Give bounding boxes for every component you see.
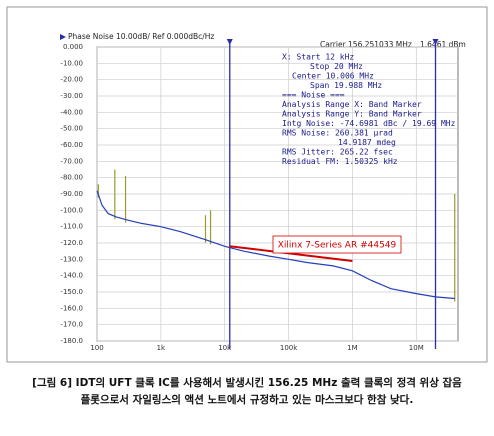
y-tick-label: -160.0	[60, 304, 83, 312]
y-tick-label: -130.0	[60, 255, 83, 263]
y-tick-label: -100.0	[60, 206, 83, 214]
carrier: Carrier 156.251033 MHz	[320, 40, 412, 49]
mask-line	[229, 245, 353, 262]
title-icon	[60, 34, 66, 40]
y-tick-label: -10.00	[60, 59, 83, 67]
info-line: X: Start 12 kHz	[282, 53, 354, 62]
info-line: RMS Jitter: 265.22 fsec	[282, 148, 393, 157]
y-tick-label: 0.000	[63, 43, 83, 51]
y-tick-label: -140.0	[60, 272, 83, 280]
y-tick-label: -90.00	[60, 190, 83, 198]
x-tick-label: 1k	[157, 344, 166, 352]
y-tick-label: -80.00	[60, 174, 83, 182]
y-tick-label: -60.00	[60, 141, 83, 149]
info-line: Intg Noise: -74.6981 dBc / 19.69 MHz	[282, 119, 456, 128]
annotation-text: Xilinx 7-Series AR #44549	[278, 241, 397, 251]
info-line: Analysis Range X: Band Marker	[282, 100, 422, 109]
x-tick-label: 10k	[218, 344, 232, 352]
y-tick-label: -110.0	[60, 223, 83, 231]
y-tick-label: -30.00	[60, 92, 83, 100]
y-tick-label: -150.0	[60, 288, 83, 296]
info-line: Stop 20 MHz	[310, 62, 363, 71]
y-tick-label: -170.0	[60, 321, 83, 329]
x-tick-label: 100	[90, 344, 103, 352]
band-marker-flag	[226, 39, 233, 45]
annotation-box	[272, 235, 402, 254]
info-line: RMS Noise: 260.381 µrad	[282, 129, 393, 138]
y-tick-label: -180.0	[60, 337, 83, 345]
band-marker-flag	[432, 39, 439, 45]
y-tick-label: -50.00	[60, 125, 83, 133]
info-line: === Noise ===	[282, 91, 345, 100]
x-tick-label: 1M	[347, 344, 358, 352]
y-tick-label: -120.0	[60, 239, 83, 247]
power: 1.6461 dBm	[420, 40, 466, 49]
caption: 플롯으로서 자일링스의 액션 노트에서 규정하고 있는 마스크보다 한참 낮다.	[81, 393, 414, 406]
y-tick-label: -70.00	[60, 157, 83, 165]
info-line: 14.9187 mdeg	[338, 138, 396, 147]
chart-title: Phase Noise 10.00dB/ Ref 0.000dBc/Hz	[68, 32, 214, 41]
y-tick-label: -20.00	[60, 76, 83, 84]
caption: [그림 6] IDT의 UFT 클록 IC를 사용해서 발생시킨 156.25 …	[32, 376, 462, 389]
x-tick-label: 10M	[409, 344, 424, 352]
info-line: Span 19.988 MHz	[310, 81, 382, 90]
info-line: Analysis Range Y: Band Marker	[282, 110, 422, 119]
noise-curve	[96, 190, 455, 300]
y-tick-label: -40.00	[60, 108, 83, 116]
info-line: Residual FM: 1.50325 kHz	[282, 157, 398, 166]
info-line: Center 10.006 MHz	[292, 72, 374, 81]
x-tick-label: 100k	[280, 344, 298, 352]
